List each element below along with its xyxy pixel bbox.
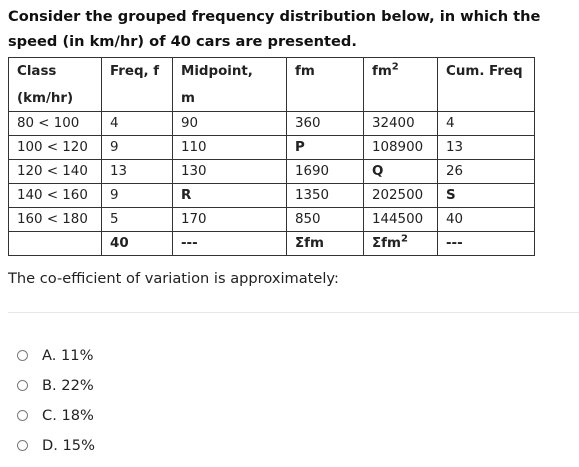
- cell-fm: 850: [286, 207, 364, 232]
- cell-midpoint: 170: [172, 207, 287, 232]
- option-label: C. 18%: [42, 406, 94, 424]
- radio-button[interactable]: [17, 439, 28, 451]
- table-row: 140 < 160 9 R 1350 202500 S: [8, 183, 535, 208]
- cell-fm2: 202500: [363, 183, 438, 208]
- header-midpoint: Midpoint,: [172, 57, 287, 86]
- option-b[interactable]: B. 22%: [17, 370, 95, 400]
- prompt-text: The co-efficient of variation is approxi…: [8, 270, 339, 287]
- option-label: B. 22%: [42, 376, 94, 394]
- cell-cum-freq: 4: [437, 111, 535, 136]
- cell-cum-freq: 26: [437, 159, 535, 184]
- divider: [8, 312, 579, 313]
- cell-class: 100 < 120: [8, 135, 102, 160]
- question-text: Consider the grouped frequency distribut…: [8, 8, 541, 50]
- frequency-table: Class Freq, f Midpoint, fm fm2 Cum. Freq…: [8, 57, 535, 256]
- cell-freq: 13: [101, 159, 173, 184]
- table-row: 160 < 180 5 170 850 144500 40: [8, 207, 535, 232]
- header-fm2-empty: [363, 85, 438, 112]
- cell-total-freq: 40: [101, 231, 173, 256]
- cell-midpoint: 110: [172, 135, 287, 160]
- table-row: 80 < 100 4 90 360 32400 4: [8, 111, 535, 136]
- radio-button[interactable]: [17, 409, 28, 421]
- table-totals-row: 40 --- Σfm Σfm2 ---: [8, 231, 535, 256]
- option-label: A. 11%: [42, 346, 94, 364]
- cell-fm: 1350: [286, 183, 364, 208]
- cell-fm: 360: [286, 111, 364, 136]
- cell-cum-freq: S: [437, 183, 535, 208]
- cell-fm2: Q: [363, 159, 438, 184]
- cell-total-class: [8, 231, 102, 256]
- cell-midpoint: R: [172, 183, 287, 208]
- option-d[interactable]: D. 15%: [17, 430, 95, 460]
- header-fm2: fm2: [363, 57, 438, 86]
- answer-options: A. 11% B. 22% C. 18% D. 15%: [17, 340, 95, 460]
- cell-fm2: 32400: [363, 111, 438, 136]
- cell-midpoint: 130: [172, 159, 287, 184]
- cell-fm2: 108900: [363, 135, 438, 160]
- cell-class: 160 < 180: [8, 207, 102, 232]
- radio-button[interactable]: [17, 349, 28, 361]
- cell-freq: 4: [101, 111, 173, 136]
- header-freq: Freq, f: [101, 57, 173, 86]
- header-class-unit: (km/hr): [8, 85, 102, 112]
- cell-cum-freq: 13: [437, 135, 535, 160]
- cell-freq: 5: [101, 207, 173, 232]
- cell-total-midpoint: ---: [172, 231, 287, 256]
- cell-class: 80 < 100: [8, 111, 102, 136]
- table-row: 100 < 120 9 110 P 108900 13: [8, 135, 535, 160]
- table-header-row-2: (km/hr) m: [8, 85, 535, 112]
- header-cum-freq: Cum. Freq: [437, 57, 535, 86]
- header-cum-empty: [437, 85, 535, 112]
- option-c[interactable]: C. 18%: [17, 400, 95, 430]
- cell-fm: P: [286, 135, 364, 160]
- cell-total-fm2: Σfm2: [363, 231, 438, 256]
- cell-cum-freq: 40: [437, 207, 535, 232]
- radio-button[interactable]: [17, 379, 28, 391]
- header-midpoint-symbol: m: [172, 85, 287, 112]
- cell-freq: 9: [101, 183, 173, 208]
- table-header-row: Class Freq, f Midpoint, fm fm2 Cum. Freq: [8, 57, 535, 86]
- header-freq-empty: [101, 85, 173, 112]
- cell-class: 120 < 140: [8, 159, 102, 184]
- cell-freq: 9: [101, 135, 173, 160]
- header-class: Class: [8, 57, 102, 86]
- option-label: D. 15%: [42, 436, 95, 454]
- table-row: 120 < 140 13 130 1690 Q 26: [8, 159, 535, 184]
- cell-fm: 1690: [286, 159, 364, 184]
- cell-total-fm: Σfm: [286, 231, 364, 256]
- cell-class: 140 < 160: [8, 183, 102, 208]
- option-a[interactable]: A. 11%: [17, 340, 95, 370]
- cell-midpoint: 90: [172, 111, 287, 136]
- cell-total-cum: ---: [437, 231, 535, 256]
- header-fm-empty: [286, 85, 364, 112]
- header-fm: fm: [286, 57, 364, 86]
- cell-fm2: 144500: [363, 207, 438, 232]
